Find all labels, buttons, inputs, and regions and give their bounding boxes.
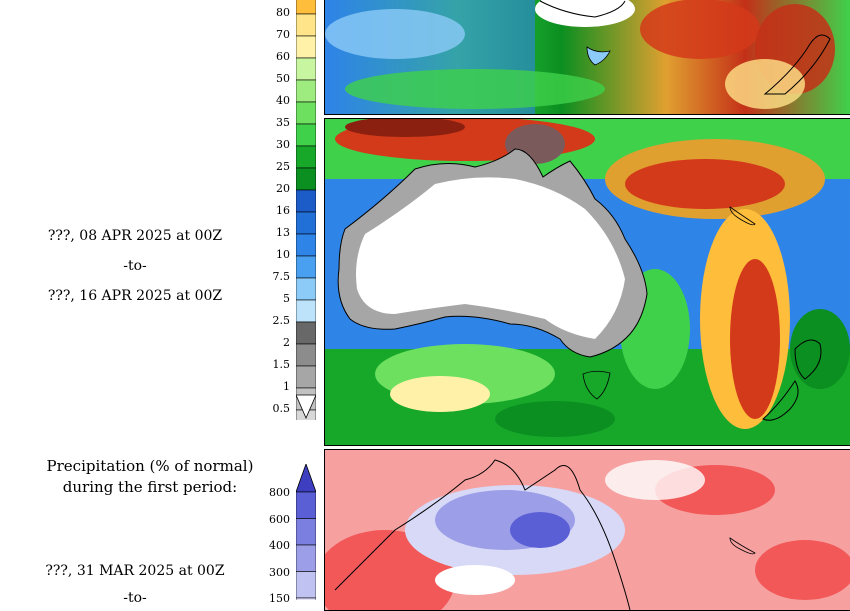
scale-bin [296,299,316,323]
pct-scale-bin [296,597,316,600]
scale-label: 80 [276,6,290,19]
scale-bin [296,233,316,257]
scale-bin [296,79,316,103]
scale-label: 20 [276,182,290,195]
scale-bin [296,57,316,81]
percent-normal-title: Precipitation (% of normal) during the f… [30,456,270,498]
scale-label: 1 [283,380,290,393]
percent-normal-scale [296,464,316,600]
pct-scale-label: 600 [269,512,290,526]
scale-label: 25 [276,160,290,173]
scale-label: 2 [283,336,290,349]
scale-label: 60 [276,50,290,63]
pct-scale-bin [296,571,316,599]
scale-bin [296,189,316,213]
scale-label: 5 [283,292,290,305]
pct-scale-bin [296,518,316,546]
scale-label: 35 [276,116,290,129]
scale-label: 0.5 [272,402,291,415]
percent-normal-map [324,449,850,611]
scale-label: 70 [276,28,290,41]
scale-bin [296,255,316,279]
scale-bin [296,101,316,125]
scale-label: 50 [276,72,290,85]
scale-bin [296,167,316,191]
scale-min-arrow [296,394,316,420]
scale-bin [296,0,316,15]
period1-to-label: -to- [123,590,147,606]
scale-label: 1.5 [272,358,291,371]
scale-bin [296,145,316,169]
scale-label: 30 [276,138,290,151]
period1-start-date: ???, 31 MAR 2025 at 00Z [45,563,225,579]
scale-label: 7.5 [272,270,291,283]
scale-label: 13 [276,226,290,239]
scale-label: 40 [276,94,290,107]
pct-scale-bin [296,491,316,519]
scale-label: 10 [276,248,290,261]
period2-end-date: ???, 16 APR 2025 at 00Z [47,288,223,304]
pct-scale-label: 800 [269,486,290,499]
scale-bin [296,343,316,367]
period2-start-date: ???, 08 APR 2025 at 00Z [47,228,223,244]
pct-scale-label: 400 [269,539,290,552]
scale-label: 2.5 [272,314,291,327]
pct-scale-bin [296,544,316,572]
scale-bin [296,321,316,345]
period2-to-label: -to- [123,258,147,274]
scale-label: 16 [276,204,290,217]
scale-max-arrow [296,464,316,493]
percent-normal-title-line1: Precipitation (% of normal) [46,457,254,475]
scale-bin [296,211,316,235]
precip-map-second-period [324,118,850,446]
scale-bin [296,123,316,147]
precip-amount-scale [296,0,316,420]
scale-bin [296,365,316,389]
scale-bin [296,13,316,37]
pct-scale-label: 150 [269,592,290,605]
scale-bin [296,277,316,301]
precip-map-first-period [324,0,850,115]
pct-scale-label: 300 [269,565,290,579]
scale-bin [296,35,316,59]
percent-normal-title-line2: during the first period: [62,478,238,496]
